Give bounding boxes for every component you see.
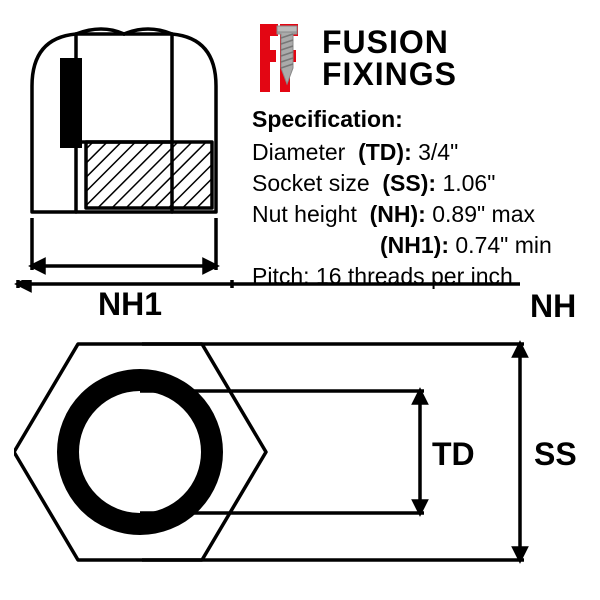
spec-socket: Socket size (SS): 1.06" bbox=[252, 168, 552, 199]
spec-title: Specification: bbox=[252, 104, 552, 135]
label-nh: NH bbox=[530, 288, 576, 325]
spec-nut-height: Nut height (NH): 0.89" max bbox=[252, 199, 552, 230]
brand-line1: FUSION bbox=[322, 26, 457, 58]
page: FUSION FIXINGS Specification: Diameter (… bbox=[0, 0, 600, 600]
nut-top-view bbox=[14, 318, 586, 590]
specification-block: Specification: Diameter (TD): 3/4" Socke… bbox=[252, 104, 552, 292]
brand-logo: FUSION FIXINGS bbox=[260, 24, 457, 92]
label-ss: SS bbox=[534, 436, 577, 473]
spec-diameter: Diameter (TD): 3/4" bbox=[252, 137, 552, 168]
logo-icon bbox=[260, 24, 314, 92]
nut-side-view bbox=[14, 22, 244, 312]
label-nh1: NH1 bbox=[98, 286, 162, 323]
brand-line2: FIXINGS bbox=[322, 58, 457, 90]
label-td: TD bbox=[432, 436, 475, 473]
spec-nh1: (NH1): 0.74" min bbox=[252, 230, 552, 261]
brand-text: FUSION FIXINGS bbox=[322, 26, 457, 90]
